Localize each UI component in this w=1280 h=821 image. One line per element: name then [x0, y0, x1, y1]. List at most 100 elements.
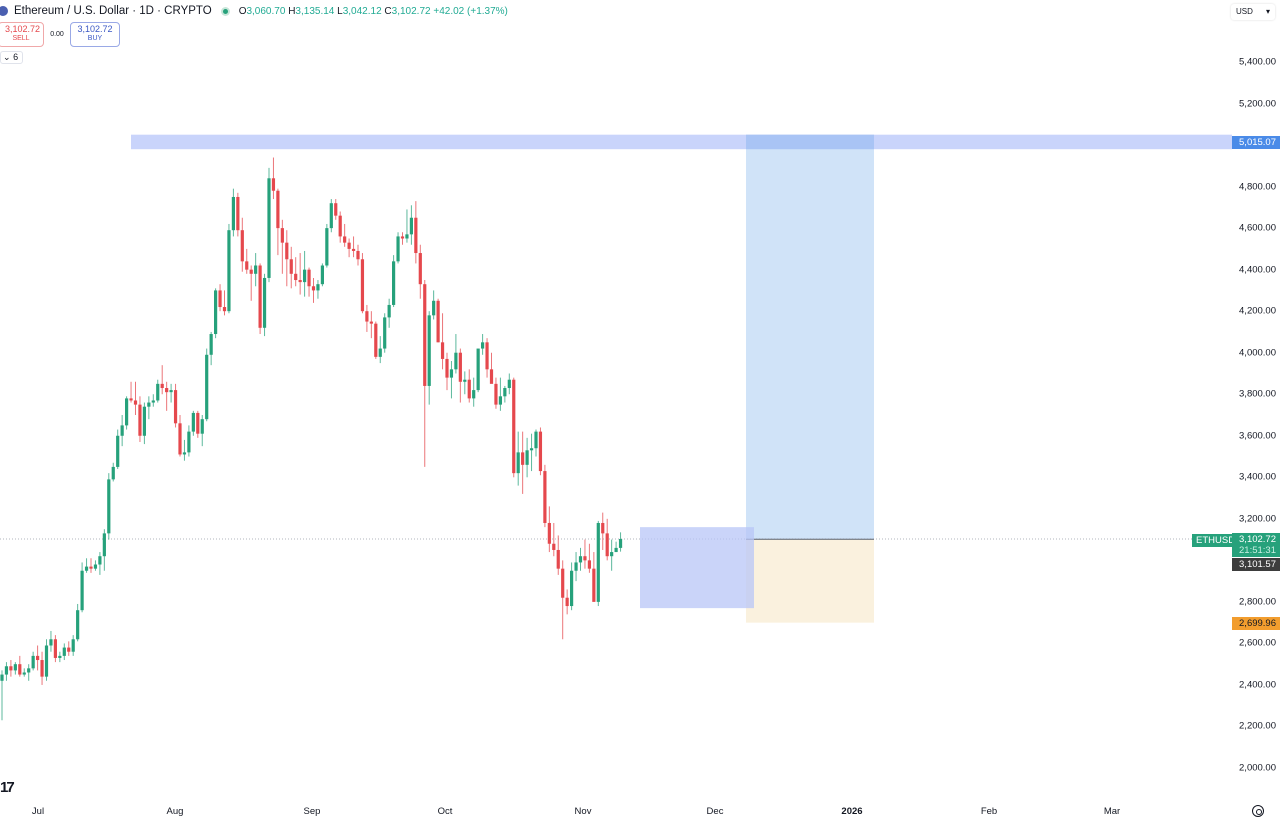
time-tick: Sep — [303, 806, 321, 817]
candle-body — [596, 522, 600, 602]
candle-body — [27, 668, 31, 673]
ohlc-values: O3,060.70 H3,135.14 L3,042.12 C3,102.72 … — [239, 6, 508, 17]
candle-body — [356, 250, 360, 260]
candle-body — [142, 406, 146, 436]
candle-body — [378, 348, 382, 357]
candle-body — [245, 261, 249, 270]
sell-price: 3,102.72 — [5, 24, 41, 34]
price-tick: 2,200.00 — [1239, 720, 1276, 732]
candle-body — [610, 552, 614, 557]
candle-body — [187, 431, 191, 453]
candle-body — [40, 660, 44, 677]
candle-body — [481, 342, 485, 349]
candle-body — [351, 248, 356, 251]
candle-body — [498, 396, 502, 405]
settings-icon[interactable] — [1252, 805, 1264, 817]
candle-body — [423, 284, 427, 386]
entry-price-tag: 3,101.57 — [1232, 558, 1280, 571]
candle-body — [280, 228, 284, 243]
candlestick-series — [0, 157, 623, 721]
candle-body — [360, 259, 365, 312]
candle-body — [169, 390, 173, 393]
symbol-tag: ETHUSD — [1192, 534, 1235, 547]
candle-body — [369, 321, 373, 324]
currency-value: USD — [1236, 7, 1253, 16]
last-price-tag: 3,102.72 21:51:31 — [1232, 533, 1280, 557]
time-tick: Aug — [166, 806, 184, 817]
time-tick: Oct — [437, 806, 453, 817]
bar-countdown: 21:51:31 — [1239, 545, 1276, 556]
candle-body — [294, 273, 298, 281]
candle-body — [191, 412, 195, 432]
candle-body — [111, 466, 115, 480]
candle-body — [182, 452, 187, 455]
time-tick: Mar — [1103, 806, 1121, 817]
candle-body — [102, 533, 106, 557]
buy-price: 3,102.72 — [77, 24, 113, 34]
candle-body — [18, 664, 22, 675]
candle-body — [240, 230, 244, 262]
candle-body — [476, 348, 480, 391]
candle-body — [418, 253, 422, 285]
candle-body — [107, 479, 111, 534]
candle-body — [89, 566, 93, 569]
candle-body — [414, 217, 418, 254]
candle-body — [22, 672, 26, 675]
candle-body — [601, 522, 605, 534]
candle-body — [525, 450, 529, 465]
candle-body — [432, 300, 436, 316]
candle-body — [120, 425, 124, 436]
candle-body — [578, 556, 583, 563]
candle-body — [93, 564, 98, 569]
candle-body — [254, 265, 258, 274]
target-overlap — [746, 134, 874, 150]
candle-body — [440, 342, 445, 359]
candle-body — [521, 452, 525, 465]
candle-body — [36, 655, 40, 661]
sell-button[interactable]: 3,102.72 SELL — [0, 22, 44, 47]
candle-body — [62, 647, 66, 656]
buy-label: BUY — [87, 35, 103, 42]
currency-select[interactable]: USD ▾ — [1231, 4, 1275, 20]
drawing-overlays[interactable] — [0, 134, 1232, 623]
candle-body — [365, 311, 369, 322]
price-tick: 2,000.00 — [1239, 762, 1276, 774]
spread-value: 0.00 — [50, 31, 64, 38]
tradingview-logo[interactable]: 17 — [0, 779, 15, 796]
candle-body — [236, 196, 240, 231]
candle-body — [196, 412, 200, 434]
candle-body — [605, 533, 609, 557]
candle-body — [316, 284, 320, 291]
candle-body — [0, 674, 4, 681]
open-value: 3,060.70 — [246, 5, 286, 17]
symbol-legend: Ethereum / U.S. Dollar · 1D · CRYPTO O3,… — [0, 5, 508, 17]
candle-body — [116, 435, 120, 467]
candle-body — [129, 398, 133, 401]
candle-body — [133, 400, 138, 405]
candle-body — [205, 354, 209, 420]
candle-body — [547, 522, 551, 544]
low-label: L — [337, 5, 343, 17]
candle-body — [574, 562, 578, 571]
ethereum-icon — [0, 6, 8, 16]
candle-body — [409, 217, 413, 235]
candle-body — [489, 369, 494, 384]
drawing-overlays-front[interactable] — [640, 527, 754, 609]
indicators-collapse-button[interactable]: ⌄ 6 — [0, 51, 24, 64]
candle-body — [338, 215, 342, 237]
candle-body — [9, 666, 13, 671]
symbol-title[interactable]: Ethereum / U.S. Dollar · 1D · CRYPTO — [14, 5, 212, 17]
price-tick: 4,200.00 — [1239, 305, 1276, 317]
candle-body — [218, 290, 222, 308]
candle-body — [458, 352, 462, 382]
chevron-down-icon: ▾ — [1265, 7, 1270, 16]
price-tick: 5,400.00 — [1239, 56, 1276, 68]
candle-body — [454, 352, 458, 370]
candle-body — [289, 259, 293, 274]
candle-body — [84, 566, 89, 571]
candle-body — [472, 390, 476, 399]
candle-body — [80, 570, 84, 611]
high-label: H — [288, 5, 296, 17]
buy-button[interactable]: 3,102.72 BUY — [70, 22, 120, 47]
